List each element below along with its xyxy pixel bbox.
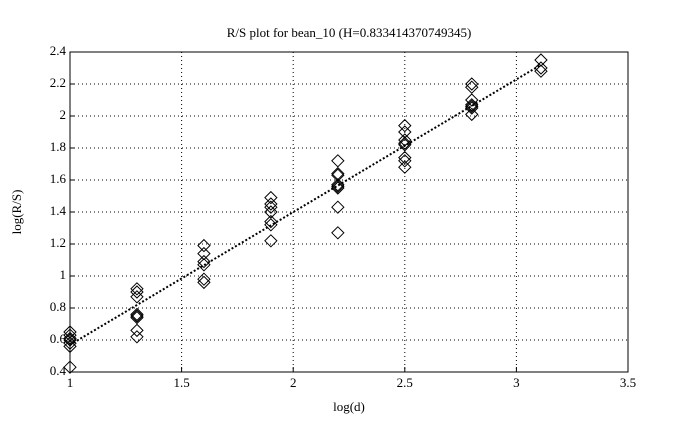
point — [331, 226, 345, 240]
y-axis-label: log(R/S) — [9, 190, 24, 235]
point — [398, 160, 412, 174]
point — [465, 99, 479, 114]
y-tick-label: 1 — [60, 267, 67, 282]
point — [63, 360, 77, 374]
point — [130, 330, 144, 344]
point — [398, 154, 412, 168]
point — [398, 138, 412, 152]
point — [534, 64, 548, 78]
point — [130, 290, 144, 304]
point — [398, 133, 412, 147]
point — [197, 258, 211, 272]
point — [130, 309, 144, 323]
point — [331, 200, 345, 214]
y-tick-label: 1.6 — [50, 171, 67, 186]
point — [534, 53, 548, 67]
plot-frame — [69, 51, 629, 373]
y-tick-label: 0.6 — [50, 331, 67, 346]
point — [331, 179, 345, 194]
point — [331, 166, 345, 181]
y-tick-label: 0.4 — [50, 363, 67, 378]
point — [534, 61, 548, 75]
x-tick-label: 1 — [67, 375, 74, 390]
point — [130, 282, 144, 296]
point — [465, 101, 479, 115]
point — [63, 328, 77, 342]
point — [331, 168, 345, 182]
point — [63, 336, 77, 350]
point — [331, 181, 345, 195]
point — [264, 197, 278, 211]
point — [63, 339, 77, 354]
y-tick-label: 2.4 — [50, 43, 67, 58]
point — [465, 93, 479, 107]
point — [130, 310, 144, 325]
x-tick-label: 2 — [290, 375, 297, 390]
point — [264, 234, 278, 248]
x-tick-label: 2.5 — [397, 375, 413, 390]
y-tick-label: 1.4 — [50, 203, 67, 218]
point — [264, 205, 278, 219]
y-tick-label: 2.2 — [50, 75, 66, 90]
y-tick-label: 2 — [60, 107, 67, 122]
point — [63, 325, 77, 339]
y-tick-label: 1.8 — [50, 139, 66, 154]
point — [63, 331, 77, 346]
chart-title: R/S plot for bean_10 (H=0.83341437074934… — [227, 25, 472, 40]
point — [465, 80, 479, 94]
point — [63, 333, 77, 347]
point — [331, 154, 345, 168]
point — [264, 214, 278, 229]
point — [197, 254, 211, 269]
point — [465, 98, 479, 112]
y-tick-label: 0.8 — [50, 299, 66, 314]
y-tick-label: 1.2 — [50, 235, 66, 250]
point — [197, 272, 211, 286]
point — [398, 136, 412, 150]
point — [197, 275, 211, 290]
point — [331, 178, 345, 192]
x-tick-label: 3.5 — [620, 375, 636, 390]
point — [264, 200, 278, 214]
point — [197, 246, 211, 261]
point — [130, 285, 144, 299]
point — [130, 307, 144, 322]
point — [465, 107, 479, 122]
point — [398, 125, 412, 139]
point — [465, 77, 479, 91]
point — [264, 190, 278, 205]
point — [197, 238, 211, 253]
x-axis-label: log(d) — [333, 399, 365, 414]
x-tick-label: 3 — [513, 375, 520, 390]
point — [398, 118, 412, 133]
fit-line — [69, 63, 542, 346]
point — [264, 218, 278, 232]
point — [130, 323, 144, 338]
x-tick-label: 1.5 — [173, 375, 189, 390]
point — [398, 150, 412, 165]
